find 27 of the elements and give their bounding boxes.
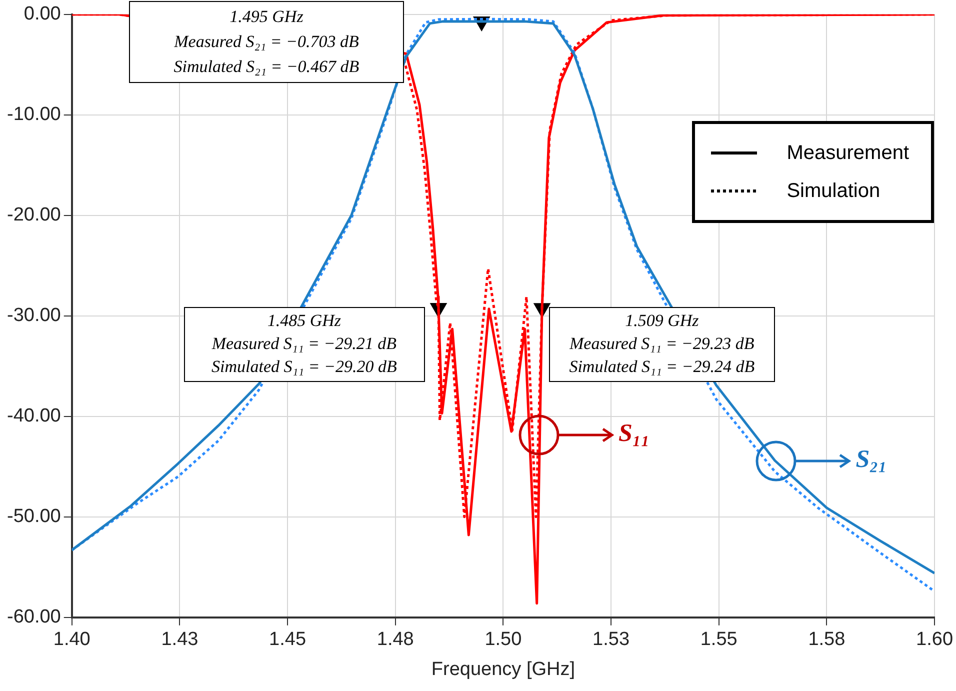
x-tick-label: 1.60 [916,629,953,650]
y-tick-label: -30.00 [7,305,61,326]
x-tick-label: 1.40 [53,629,90,650]
x-tick-label: 1.45 [269,629,306,650]
x-tick-label: 1.55 [700,629,738,650]
y-tick-label: 0.00 [24,4,61,25]
y-tick-label: -40.00 [7,406,61,427]
y-tick-label: -20.00 [7,204,61,226]
legend-label: Measurement [786,142,909,164]
readout-box: 1.485 GHz Measured S₁₁ = −29.21 dB Simulated S₁₁ = −29.20 dB [184,306,425,382]
x-axis-title: Frequency [GHz] [431,658,575,680]
annotation: 1.495 GHz Measured S₂₁ = −0.703 dB Simulated S₂₁ = −0.467 dB [174,6,360,78]
annotation: 1.485 GHz Measured S₁₁ = −29.21 dB Simulated S₁₁ = −29.20 dB [212,311,397,378]
readout-box: 1.495 GHz Measured S₂₁ = −0.703 dB Simulated S₂₁ = −0.467 dB [129,1,404,84]
legend-label: Simulation [786,180,880,202]
annotation: 1.509 GHz Measured S₁₁ = −29.23 dB Simulated S₁₁ = −29.24 dB [569,311,755,378]
x-tick-label: 1.58 [808,629,846,650]
x-tick-label: 1.43 [161,629,198,650]
y-tick-label: -10.00 [7,104,61,126]
y-tick-label: -60.00 [7,606,61,628]
x-tick-label: 1.50 [484,629,522,650]
x-tick-label: 1.53 [592,629,630,650]
y-tick-label: -50.00 [7,506,61,528]
readout-box: 1.509 GHz Measured S₁₁ = −29.23 dB Simulated S₁₁ = −29.24 dB [548,306,775,382]
annotation: S₁₁ [618,419,650,450]
x-tick-label: 1.48 [376,629,414,650]
annotation: S₂₁ [856,444,888,475]
